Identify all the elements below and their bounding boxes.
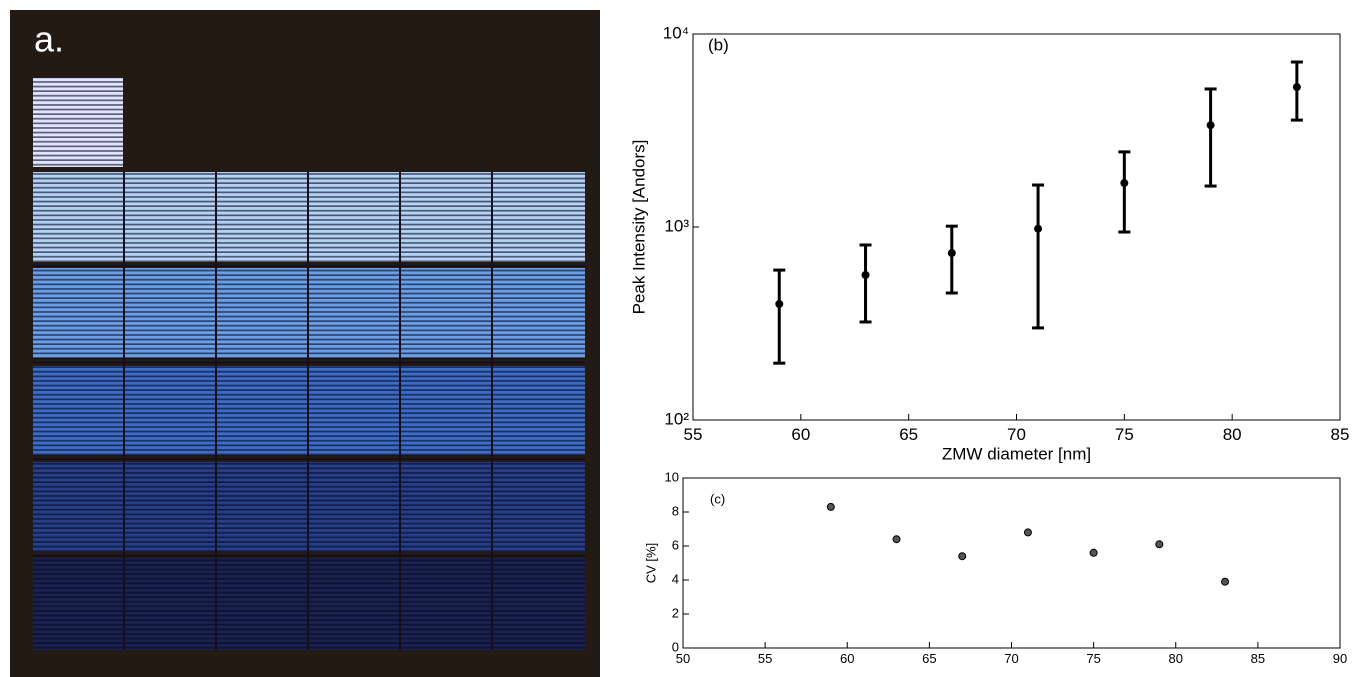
- point: [892, 535, 901, 544]
- x-tick-label: 65: [922, 651, 936, 666]
- array-dividers: [123, 172, 493, 650]
- x-tick-label: 85: [1331, 425, 1350, 444]
- point: [861, 271, 870, 280]
- y-tick-label: 10: [665, 469, 679, 484]
- point: [1155, 540, 1164, 549]
- x-tick-label: 60: [840, 651, 854, 666]
- x-tick-label: 50: [676, 651, 690, 666]
- y-axis-label: Peak Intensity [Andors]: [629, 140, 648, 315]
- point: [1034, 224, 1043, 233]
- array-stripes: [33, 78, 123, 167]
- x-tick-label: 70: [1007, 425, 1026, 444]
- y-tick-label: 10⁴: [663, 23, 689, 42]
- x-tick-label: 65: [899, 425, 918, 444]
- point: [1023, 528, 1032, 537]
- point: [1221, 577, 1230, 586]
- x-tick-label: 70: [1004, 651, 1018, 666]
- y-tick-label: 10³: [664, 216, 689, 235]
- point: [1206, 121, 1215, 130]
- x-tick-label: 90: [1333, 651, 1347, 666]
- x-tick-label: 55: [758, 651, 772, 666]
- y-tick-label: 4: [672, 571, 679, 586]
- x-tick-label: 85: [1251, 651, 1265, 666]
- x-tick-label: 80: [1169, 651, 1183, 666]
- point: [1292, 83, 1301, 92]
- panel-annotation: (c): [710, 491, 725, 506]
- panel-annotation: (b): [708, 35, 729, 54]
- y-tick-label: 8: [672, 503, 679, 518]
- plot-area: [692, 33, 1341, 421]
- x-tick-label: 75: [1086, 651, 1100, 666]
- point: [947, 249, 956, 258]
- point: [1120, 179, 1129, 188]
- y-tick-label: 0: [672, 639, 679, 654]
- point: [775, 300, 784, 309]
- x-tick-label: 60: [791, 425, 810, 444]
- point: [826, 502, 835, 511]
- y-tick-label: 2: [672, 605, 679, 620]
- x-tick-label: 55: [684, 425, 703, 444]
- y-axis-label: CV [%]: [643, 543, 658, 583]
- x-tick-label: 75: [1115, 425, 1134, 444]
- plot-area: [682, 477, 1341, 649]
- x-axis-label: ZMW diameter [nm]: [942, 444, 1091, 463]
- y-tick-label: 10²: [664, 409, 689, 428]
- point: [1089, 548, 1098, 557]
- y-tick-label: 6: [672, 537, 679, 552]
- x-tick-label: 80: [1223, 425, 1242, 444]
- point: [958, 552, 967, 561]
- photo: a.: [10, 10, 600, 677]
- panel-label: a.: [34, 19, 64, 60]
